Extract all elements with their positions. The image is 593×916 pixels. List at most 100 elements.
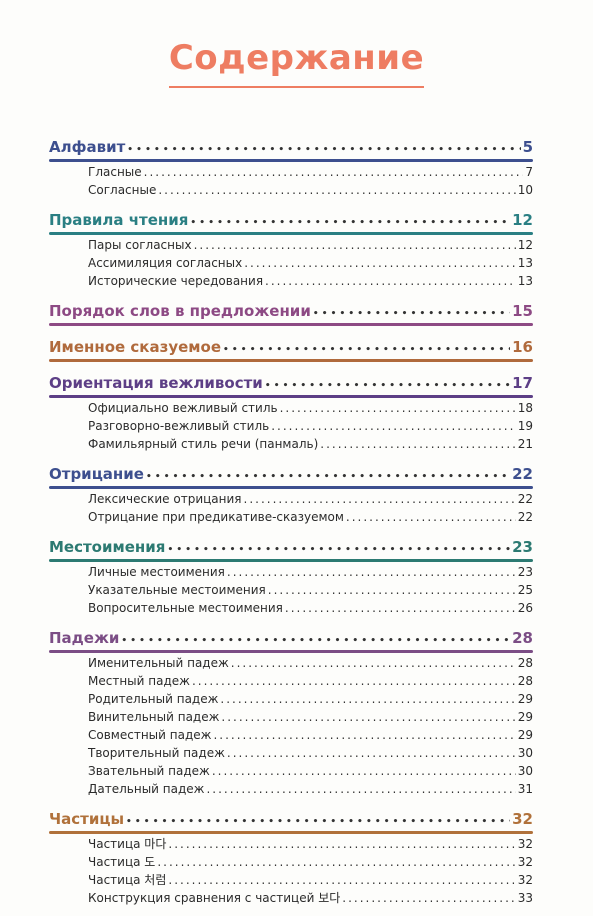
toc-entry[interactable]: Местный падеж 28	[88, 672, 533, 690]
entry-page-number: 22	[517, 510, 533, 524]
entry-page-number: 29	[517, 728, 533, 742]
entry-page-number: 12	[517, 238, 533, 252]
toc-entry[interactable]: Лексические отрицания 22	[88, 490, 533, 508]
section-page-number: 22	[512, 465, 533, 483]
toc-entry[interactable]: Частица 도 32	[88, 853, 533, 871]
toc-entry[interactable]: Винительный падеж 29	[88, 708, 533, 726]
dot-leader	[223, 337, 510, 362]
entry-title: Частица 도	[88, 855, 156, 869]
section-title: Падежи	[49, 629, 120, 647]
toc-item-list: Официально вежливый стиль 18 Разговорно-ве…	[88, 399, 533, 453]
toc-entry[interactable]: Звательный падеж 30	[88, 762, 533, 780]
entry-title: Звательный падеж	[88, 764, 210, 778]
dot-leader	[320, 435, 515, 453]
toc-item-list: Личные местоимения 23 Указательные местоим…	[88, 563, 533, 617]
dot-leader	[280, 399, 516, 417]
toc-section-heading[interactable]: Порядок слов в предложении 15	[49, 299, 533, 323]
entry-title: Официально вежливый стиль	[88, 401, 278, 415]
dot-leader	[244, 254, 515, 272]
entry-page-number: 13	[517, 256, 533, 270]
entry-page-number: 28	[517, 656, 533, 670]
entry-page-number: 33	[517, 891, 533, 905]
entry-page-number: 10	[517, 183, 533, 197]
entry-page-number: 21	[517, 437, 533, 451]
toc-entry[interactable]: Частица 처럼 32	[88, 871, 533, 889]
section-title: Правила чтения	[49, 211, 189, 229]
toc-entry[interactable]: Отрицание при предикативе-сказуемом 22	[88, 508, 533, 526]
entry-title: Указательные местоимения	[88, 583, 266, 597]
entry-title: Именительный падеж	[88, 656, 229, 670]
toc-entry[interactable]: Конструкция сравнения с частицей 보다 33	[88, 889, 533, 907]
dot-leader	[194, 236, 516, 254]
toc-section-heading[interactable]: Частицы 32	[49, 807, 533, 831]
entry-title: Вопросительные местоимения	[88, 601, 283, 615]
toc-entry[interactable]: Согласные 10	[88, 181, 533, 199]
toc-entry[interactable]: Официально вежливый стиль 18	[88, 399, 533, 417]
dot-leader	[213, 726, 515, 744]
dot-leader	[146, 464, 510, 489]
toc-entry[interactable]: Родительный падеж 29	[88, 690, 533, 708]
toc-entry[interactable]: Дательный падеж 31	[88, 780, 533, 798]
entry-title: Местный падеж	[88, 674, 190, 688]
toc-section: Частицы32Частица 마다32Частица 도32Частица …	[49, 807, 533, 907]
toc-entry[interactable]: Частица 마다 32	[88, 835, 533, 853]
dot-leader	[342, 889, 515, 907]
toc-section: Местоимения 23 Личные местоимения 23 Указате…	[49, 535, 533, 617]
section-page-number: 5	[522, 138, 533, 156]
entry-title: Лексические отрицания	[88, 492, 242, 506]
dot-leader	[212, 762, 516, 780]
section-title: Алфавит	[49, 138, 126, 156]
section-title: Ориентация вежливости	[49, 374, 263, 392]
dot-leader	[227, 744, 516, 762]
toc-section-heading[interactable]: Алфавит 5	[49, 135, 533, 159]
dot-leader	[127, 137, 520, 162]
toc-entry[interactable]: Разговорно-вежливый стиль 19	[88, 417, 533, 435]
dot-leader	[231, 654, 516, 672]
toc-entry[interactable]: Именительный падеж 28	[88, 654, 533, 672]
dot-leader	[157, 853, 515, 871]
section-page-number: 17	[512, 374, 533, 392]
dot-leader	[158, 181, 515, 199]
section-title: Порядок слов в предложении	[49, 302, 311, 320]
toc-section-heading[interactable]: Падежи 28	[49, 626, 533, 650]
toc-entry[interactable]: Исторические чередования 13	[88, 272, 533, 290]
entry-title: Отрицание при предикативе-сказуемом	[88, 510, 344, 524]
toc-item-list: Гласные 7 Согласные 10	[88, 163, 533, 199]
dot-leader	[144, 163, 524, 181]
dot-leader	[190, 210, 510, 235]
dot-leader	[168, 835, 515, 853]
entry-title: Ассимиляция согласных	[88, 256, 243, 270]
entry-page-number: 22	[517, 492, 533, 506]
toc-entry[interactable]: Фамильярный стиль речи (панмаль) 21	[88, 435, 533, 453]
toc-section: Именное сказуемое 16	[49, 335, 533, 362]
entry-page-number: 7	[525, 165, 533, 179]
entry-page-number: 32	[517, 873, 533, 887]
toc-section-heading[interactable]: Ориентация вежливости 17	[49, 371, 533, 395]
dot-leader	[244, 490, 516, 508]
toc-entry[interactable]: Вопросительные местоимения 26	[88, 599, 533, 617]
dot-leader	[268, 581, 516, 599]
toc-section: Алфавит 5 Гласные 7 Согласные 10	[49, 135, 533, 199]
toc-section-heading[interactable]: Отрицание 22	[49, 462, 533, 486]
entry-title: Пары согласных	[88, 238, 192, 252]
toc-entry[interactable]: Пары согласных 12	[88, 236, 533, 254]
section-underline	[49, 323, 533, 326]
toc-entry[interactable]: Творительный падеж 30	[88, 744, 533, 762]
section-page-number: 12	[512, 211, 533, 229]
toc-section-heading[interactable]: Местоимения 23	[49, 535, 533, 559]
toc-entry[interactable]: Гласные 7	[88, 163, 533, 181]
entry-title: Совместный падеж	[88, 728, 212, 742]
toc-entry[interactable]: Личные местоимения 23	[88, 563, 533, 581]
toc-entry[interactable]: Указательные местоимения 25	[88, 581, 533, 599]
toc-section: Порядок слов в предложении 15	[49, 299, 533, 326]
toc-entry[interactable]: Совместный падеж 29	[88, 726, 533, 744]
entry-title: Гласные	[88, 165, 142, 179]
toc-section-heading[interactable]: Правила чтения 12	[49, 208, 533, 232]
toc-section-heading[interactable]: Именное сказуемое 16	[49, 335, 533, 359]
table-of-contents: Алфавит 5 Гласные 7 Согласные 10 Правила чтени…	[49, 135, 533, 916]
entry-page-number: 32	[517, 855, 533, 869]
section-page-number: 16	[512, 338, 533, 356]
toc-entry[interactable]: Ассимиляция согласных 13	[88, 254, 533, 272]
entry-page-number: 25	[517, 583, 533, 597]
entry-page-number: 23	[517, 565, 533, 579]
